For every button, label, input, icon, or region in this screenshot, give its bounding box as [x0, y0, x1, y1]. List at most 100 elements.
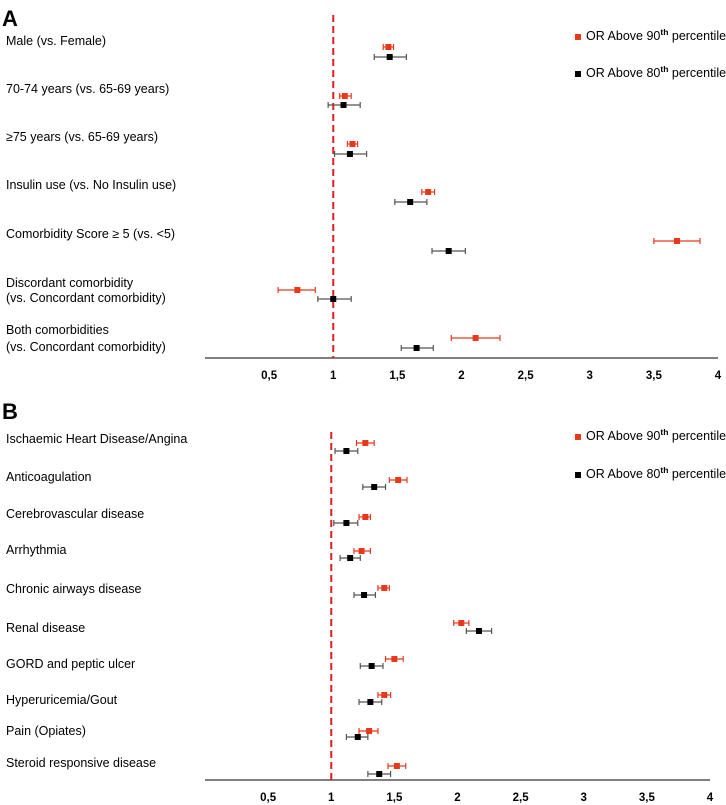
data-point — [387, 763, 407, 769]
row-label: Male (vs. Female) — [6, 34, 106, 48]
data-point — [431, 248, 466, 254]
x-tick-label: 1,5 — [386, 792, 403, 804]
data-point — [353, 592, 377, 598]
x-tick-label: 2 — [458, 370, 464, 382]
x-tick-label: 4 — [715, 370, 722, 382]
or-marker — [340, 102, 347, 108]
data-point — [465, 628, 493, 634]
legend-superscript: th — [660, 427, 668, 437]
x-tick-label: 1 — [328, 792, 335, 804]
row-label-line: Arrhythmia — [6, 543, 66, 557]
row-label: GORD and peptic ulcer — [6, 657, 135, 671]
legend-text: OR Above 80 — [586, 66, 660, 80]
row-label: Anticoagulation — [6, 470, 92, 484]
x-tick-label: 0,5 — [260, 792, 277, 804]
row-label-line: Ischaemic Heart Disease/Angina — [6, 432, 187, 446]
panel-a: A Male (vs. Female) 70-74 years (vs. 65-69… — [2, 6, 726, 382]
legend-label: OR Above 80th percentile — [586, 64, 726, 80]
row-label-line: Insulin use (vs. No Insulin use) — [6, 178, 176, 192]
row-label-line: Discordant comorbidity — [6, 276, 134, 290]
or-marker — [376, 771, 383, 777]
row-label: Chronic airways disease — [6, 582, 142, 596]
data-point — [358, 514, 371, 520]
or-marker — [475, 628, 482, 634]
row-label: Steroid responsive disease — [6, 756, 156, 770]
data-point — [400, 345, 434, 351]
legend-marker — [575, 434, 581, 440]
or-marker — [294, 287, 301, 293]
row-label: Insulin use (vs. No Insulin use) — [6, 178, 176, 192]
data-point — [358, 728, 379, 734]
row-label-line: Chronic airways disease — [6, 582, 142, 596]
data-point — [333, 151, 368, 157]
x-tick-label: 2 — [454, 792, 460, 804]
data-point — [339, 555, 361, 561]
legend-entry: OR Above 80th percentile — [575, 465, 726, 481]
or-marker — [343, 448, 350, 454]
or-marker — [381, 585, 388, 591]
or-marker — [343, 520, 350, 526]
row-label-line: (vs. Concordant comorbidity) — [6, 340, 166, 354]
or-marker — [362, 440, 369, 446]
row-label: ≥75 years (vs. 65-69 years) — [6, 130, 158, 144]
or-marker — [346, 151, 353, 157]
legend-entry: OR Above 90th percentile — [575, 27, 726, 43]
legend-label: OR Above 90th percentile — [586, 427, 726, 443]
series-or-80th — [317, 54, 466, 351]
data-point — [345, 734, 369, 740]
or-marker — [385, 44, 392, 50]
panel-label: A — [2, 6, 18, 31]
legend-superscript: th — [660, 27, 668, 37]
or-marker — [347, 555, 354, 561]
row-label: Arrhythmia — [6, 543, 66, 557]
row-label: Renal disease — [6, 621, 85, 635]
or-marker — [393, 763, 400, 769]
legend-marker — [575, 472, 581, 478]
legend-entry: OR Above 80th percentile — [575, 64, 726, 80]
x-tick-label: 3,5 — [646, 370, 663, 382]
panel-b: B Ischaemic Heart Disease/Angina Anticoagu… — [2, 399, 726, 804]
data-point — [339, 93, 352, 99]
or-marker — [445, 248, 452, 254]
data-point — [355, 440, 375, 446]
series-or-80th — [333, 448, 493, 777]
or-marker — [386, 54, 393, 60]
row-label: Both comorbidities (vs. Concordant comorb… — [6, 323, 166, 354]
row-label: Hyperuricemia/Gout — [6, 693, 118, 707]
legend-superscript: th — [660, 64, 668, 74]
series-or-90th — [277, 44, 701, 341]
or-marker — [391, 656, 398, 662]
data-point — [377, 585, 390, 591]
x-tick-label: 3 — [581, 792, 587, 804]
row-label: Pain (Opiates) — [6, 724, 86, 738]
row-label: 70-74 years (vs. 65-69 years) — [6, 82, 169, 96]
legend-superscript: th — [660, 465, 668, 475]
data-point — [394, 199, 428, 205]
data-point — [421, 189, 436, 195]
or-marker — [349, 141, 356, 147]
or-marker — [367, 699, 374, 705]
legend-label: OR Above 90th percentile — [586, 27, 726, 43]
row-label-line: ≥75 years (vs. 65-69 years) — [6, 130, 158, 144]
data-point — [453, 620, 470, 626]
data-point — [362, 484, 387, 490]
x-tick-label: 4 — [707, 792, 714, 804]
panel-label: B — [2, 399, 18, 424]
legend-entry: OR Above 90th percentile — [575, 427, 726, 443]
data-point — [358, 699, 383, 705]
legend-text: OR Above 90 — [586, 29, 660, 43]
row-label-line: Comorbidity Score ≥ 5 (vs. <5) — [6, 227, 175, 241]
legend-text: OR Above 80 — [586, 467, 660, 481]
or-marker — [407, 199, 414, 205]
legend-marker — [575, 34, 581, 40]
row-label-line: 70-74 years (vs. 65-69 years) — [6, 82, 169, 96]
row-label-line: Hyperuricemia/Gout — [6, 693, 118, 707]
row-label-line: Male (vs. Female) — [6, 34, 106, 48]
row-label-line: Steroid responsive disease — [6, 756, 156, 770]
data-point — [373, 54, 407, 60]
or-marker — [368, 663, 375, 669]
data-point — [353, 548, 371, 554]
or-marker — [341, 93, 348, 99]
or-marker — [361, 592, 368, 598]
x-tick-label: 2,5 — [518, 370, 535, 382]
